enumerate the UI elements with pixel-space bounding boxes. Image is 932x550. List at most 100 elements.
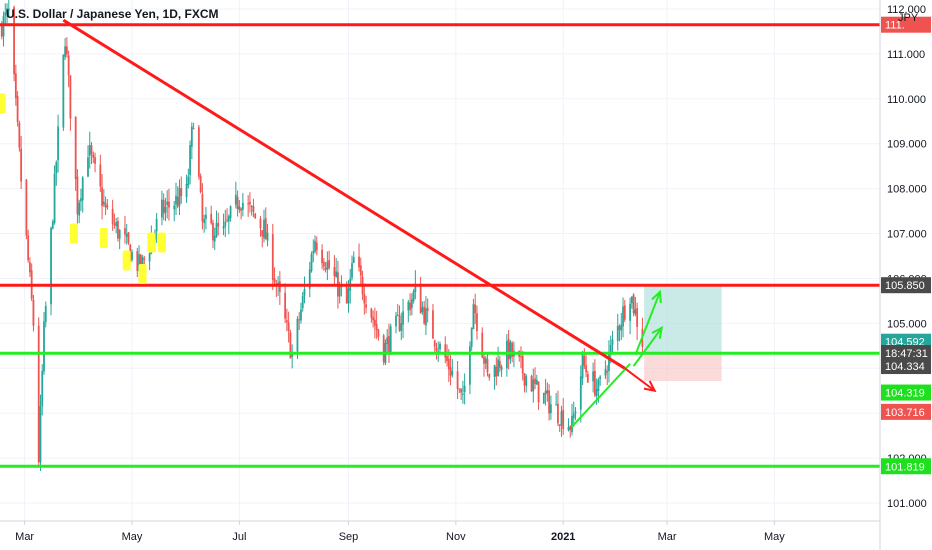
candle <box>300 302 302 324</box>
profit-zone <box>644 285 722 354</box>
candle-body <box>131 251 133 260</box>
candle <box>560 405 563 437</box>
candle <box>88 131 91 169</box>
trend-line <box>62 18 626 370</box>
candle <box>190 122 193 160</box>
candle <box>285 308 288 332</box>
candle-body <box>345 285 348 304</box>
candle <box>199 173 202 194</box>
candle <box>623 300 626 323</box>
candle-body <box>234 194 237 205</box>
candle <box>6 3 8 24</box>
currency-label: JPY <box>898 12 919 24</box>
candle-body <box>161 199 163 218</box>
candle-body <box>548 390 551 414</box>
candle <box>29 257 31 277</box>
candle-body <box>549 404 552 414</box>
candle <box>484 356 487 370</box>
candle <box>608 340 610 383</box>
candle-body <box>259 218 262 229</box>
trend-drawings[interactable] <box>0 18 880 468</box>
candle-body <box>592 371 595 382</box>
candle <box>69 75 72 131</box>
candle <box>314 235 316 254</box>
candle-body <box>546 389 549 394</box>
candle <box>7 0 10 17</box>
candle-body <box>65 46 68 55</box>
candle-body <box>426 307 429 312</box>
candle-body <box>498 360 501 368</box>
candle <box>201 183 204 230</box>
candle <box>226 208 228 223</box>
candle-body <box>67 55 70 76</box>
candle-body <box>359 265 362 276</box>
candle-body <box>544 390 547 395</box>
candle <box>632 293 635 317</box>
candle-body <box>460 388 463 393</box>
candle-body <box>266 232 269 241</box>
candle-body <box>395 315 397 327</box>
candle-body <box>444 344 447 358</box>
candle <box>458 388 461 394</box>
candle-body <box>396 314 399 317</box>
candle-body <box>87 157 89 177</box>
candle-body <box>463 385 466 393</box>
candle-body <box>495 367 498 377</box>
candle-body <box>410 299 413 308</box>
candle-body <box>472 304 475 330</box>
candle <box>486 353 489 377</box>
candle-body <box>497 359 499 376</box>
candle <box>546 382 549 402</box>
candle-body <box>351 263 353 278</box>
badge-label: 111. <box>885 20 905 32</box>
candle <box>298 312 301 331</box>
candle-body <box>520 356 522 358</box>
candle-body <box>523 373 526 386</box>
badge-background <box>881 345 931 362</box>
candle-body <box>618 326 621 330</box>
candle <box>322 257 325 271</box>
candle <box>67 50 70 88</box>
candle <box>189 140 191 185</box>
candle-body <box>604 369 607 376</box>
candle-body <box>537 381 540 403</box>
candle <box>224 209 227 238</box>
price-badge: 105.850 <box>881 277 931 294</box>
candle-body <box>446 355 448 362</box>
candle-body <box>164 206 167 213</box>
candle <box>562 398 565 435</box>
price-badge: 111. <box>881 16 931 33</box>
candle <box>99 154 102 193</box>
badge-background <box>881 16 931 33</box>
candle <box>287 311 290 343</box>
candle <box>483 354 485 377</box>
candle-body <box>175 195 177 205</box>
candle <box>497 346 499 377</box>
candle-body <box>571 416 573 433</box>
candle-body <box>606 371 609 373</box>
candle-body <box>285 320 288 323</box>
candle <box>291 344 294 369</box>
candle-body <box>525 376 528 386</box>
candle-body <box>377 329 380 337</box>
candle-body <box>557 403 559 424</box>
candle-body <box>370 308 373 318</box>
candle-body <box>402 311 404 325</box>
candle-body <box>127 232 130 243</box>
candle <box>166 190 169 219</box>
candle-body <box>629 303 631 321</box>
candle <box>264 207 267 240</box>
candle-body <box>534 378 536 384</box>
candle-body <box>263 219 265 239</box>
candle <box>535 374 538 385</box>
candle-body <box>488 373 491 378</box>
candle-body <box>201 194 204 222</box>
candle-body <box>264 218 267 240</box>
candle-body <box>375 324 378 331</box>
candle-body <box>249 201 251 205</box>
time-axis[interactable]: Mar May Jul Sep Nov 2021 Mar May <box>0 520 880 543</box>
candle-body <box>148 253 151 262</box>
candle <box>44 301 47 328</box>
candle-body <box>236 196 239 210</box>
